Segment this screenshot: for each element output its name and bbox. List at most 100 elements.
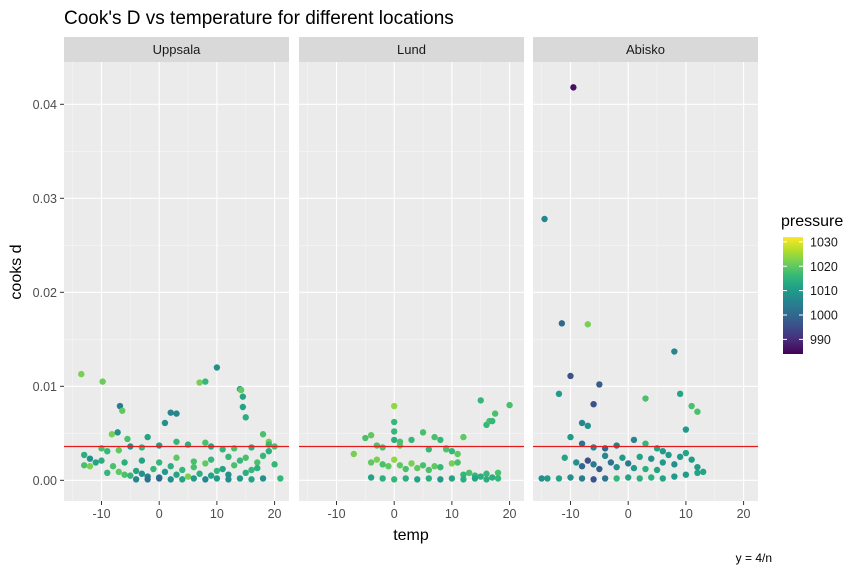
data-point bbox=[132, 476, 140, 483]
data-point bbox=[367, 432, 375, 439]
data-point bbox=[437, 476, 444, 483]
data-point bbox=[676, 453, 684, 461]
data-point bbox=[613, 475, 620, 482]
data-point bbox=[601, 452, 609, 460]
panel-abisko: Abisko -10 0 10 20 bbox=[533, 37, 758, 521]
data-point bbox=[596, 381, 603, 388]
data-point bbox=[155, 475, 163, 482]
data-point bbox=[99, 378, 106, 385]
data-point bbox=[213, 467, 221, 475]
data-point bbox=[127, 472, 134, 479]
data-point bbox=[414, 476, 421, 483]
data-point bbox=[144, 433, 151, 441]
data-point bbox=[184, 473, 192, 480]
data-point bbox=[119, 407, 126, 414]
data-point bbox=[630, 436, 638, 444]
data-point bbox=[624, 460, 632, 467]
data-point bbox=[132, 467, 140, 475]
data-point bbox=[242, 414, 249, 421]
data-point bbox=[460, 476, 467, 483]
data-point bbox=[248, 444, 255, 451]
data-point bbox=[642, 440, 649, 447]
x-tick-label: 0 bbox=[391, 507, 398, 521]
data-point bbox=[590, 444, 597, 451]
y-tick-label: 0.02 bbox=[33, 286, 57, 300]
data-point bbox=[630, 464, 638, 472]
x-axis-title: temp bbox=[393, 527, 429, 544]
data-point bbox=[688, 456, 695, 463]
data-point bbox=[265, 447, 273, 455]
data-point bbox=[448, 460, 456, 467]
data-point bbox=[699, 468, 707, 476]
data-point bbox=[567, 372, 574, 380]
data-point bbox=[350, 450, 358, 458]
data-point bbox=[402, 465, 409, 473]
data-point bbox=[173, 454, 180, 461]
data-point bbox=[682, 426, 690, 433]
data-point bbox=[242, 454, 249, 461]
data-point bbox=[259, 475, 267, 482]
data-point bbox=[636, 475, 643, 482]
data-point bbox=[578, 440, 586, 447]
data-point bbox=[138, 470, 146, 477]
data-point bbox=[437, 436, 444, 444]
data-point bbox=[167, 476, 174, 483]
points bbox=[538, 84, 707, 483]
data-point bbox=[254, 464, 261, 472]
data-point bbox=[86, 463, 94, 470]
data-point bbox=[448, 475, 456, 482]
y-axis: 0.00 0.01 0.02 0.03 0.04 bbox=[33, 98, 64, 488]
data-point bbox=[642, 465, 649, 473]
data-point bbox=[173, 438, 180, 445]
data-point bbox=[613, 442, 620, 449]
data-point bbox=[207, 456, 215, 463]
data-point bbox=[494, 475, 502, 482]
data-point bbox=[202, 378, 209, 385]
data-point bbox=[161, 468, 169, 476]
y-tick-label: 0.01 bbox=[33, 380, 57, 394]
x-tick-label: -10 bbox=[92, 507, 110, 521]
data-point bbox=[390, 456, 398, 463]
data-point bbox=[236, 475, 244, 482]
data-point bbox=[86, 455, 94, 462]
data-point bbox=[688, 402, 695, 410]
data-point bbox=[648, 474, 655, 481]
data-point bbox=[92, 459, 99, 466]
data-point bbox=[659, 459, 667, 466]
points bbox=[78, 364, 284, 483]
data-point bbox=[213, 475, 221, 482]
data-point bbox=[196, 470, 203, 477]
data-point bbox=[121, 471, 128, 478]
data-point bbox=[676, 390, 684, 398]
data-point bbox=[173, 471, 180, 478]
data-point bbox=[390, 418, 398, 426]
data-point bbox=[408, 436, 415, 444]
data-point bbox=[367, 459, 375, 466]
data-point bbox=[390, 402, 398, 410]
data-point bbox=[239, 393, 247, 400]
facet-strip bbox=[299, 37, 524, 62]
data-point bbox=[578, 419, 586, 427]
data-point bbox=[636, 453, 643, 461]
y-tick-label: 0.04 bbox=[33, 98, 57, 112]
data-point bbox=[541, 215, 548, 223]
data-point bbox=[144, 476, 151, 483]
data-point bbox=[239, 403, 247, 411]
data-point bbox=[419, 462, 427, 469]
data-point bbox=[161, 419, 169, 427]
data-point bbox=[578, 463, 586, 470]
panel-lund: Lund -10 0 10 20 bbox=[299, 37, 524, 521]
data-point bbox=[491, 410, 499, 417]
data-point bbox=[202, 439, 209, 446]
data-point bbox=[390, 428, 398, 435]
data-point bbox=[460, 471, 467, 478]
data-point bbox=[694, 463, 701, 471]
x-tick-label: 10 bbox=[679, 507, 693, 521]
facet-label: Uppsala bbox=[153, 42, 201, 57]
data-point bbox=[648, 455, 655, 462]
data-point bbox=[694, 469, 701, 476]
data-point bbox=[254, 459, 261, 466]
data-point bbox=[104, 447, 111, 455]
data-point bbox=[179, 466, 186, 474]
